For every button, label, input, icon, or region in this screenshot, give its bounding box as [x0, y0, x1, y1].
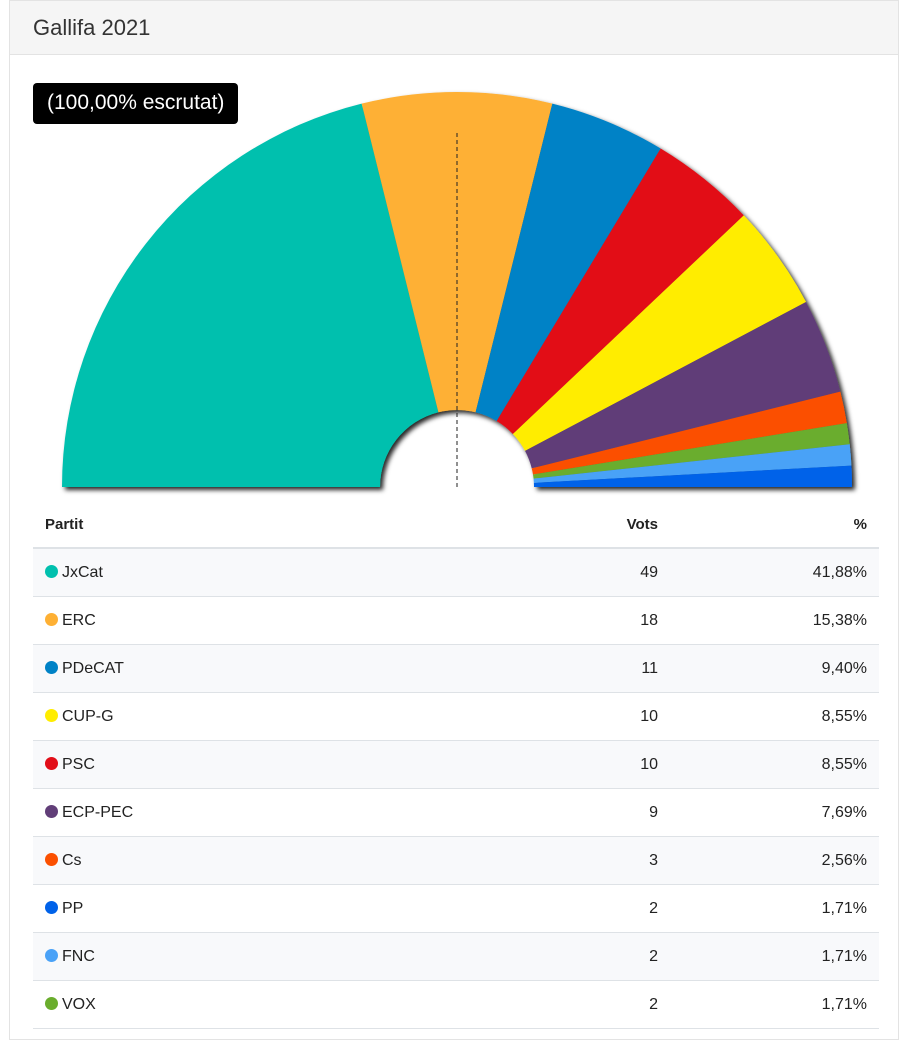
party-cell: PP: [33, 884, 446, 933]
party-name: JxCat: [62, 563, 103, 581]
party-color-dot: [45, 612, 58, 626]
party-name: ERC: [62, 611, 96, 629]
hemicycle-chart: (100,00% escrutat): [10, 55, 900, 505]
results-body: JxCat 49 41,88% ERC 18 15,38% PDeCAT 11 9,40% CUP…: [33, 548, 879, 1029]
slices-group: [62, 92, 852, 487]
table-header-row: Partit Vots %: [33, 501, 879, 549]
party-color-dot: [45, 756, 58, 770]
party-color-dot: [45, 996, 58, 1010]
results-panel: Gallifa 2021 (100,00% escrutat) Partit V…: [9, 0, 899, 1040]
votes-cell: 10: [446, 740, 670, 789]
slice-vox[interactable]: [532, 423, 850, 479]
header-party: Partit: [33, 501, 446, 549]
party-cell: JxCat: [33, 548, 446, 597]
votes-cell: 3: [446, 836, 670, 885]
votes-cell: 10: [446, 692, 670, 741]
votes-cell: 2: [446, 932, 670, 981]
party-cell: PDeCAT: [33, 644, 446, 693]
votes-cell: 49: [446, 548, 670, 597]
table-row: VOX 2 1,71%: [33, 980, 879, 1029]
votes-cell: 2: [446, 884, 670, 933]
party-name: CUP-G: [62, 707, 114, 725]
party-name: Cs: [62, 851, 82, 869]
header-votes: Vots: [446, 501, 670, 549]
party-cell: FNC: [33, 932, 446, 981]
panel-header: Gallifa 2021: [10, 1, 898, 55]
percent-cell: 1,71%: [670, 884, 879, 933]
slice-pdecat[interactable]: [475, 103, 661, 422]
votes-cell: 18: [446, 596, 670, 645]
slice-pp[interactable]: [533, 465, 852, 487]
table-row: PSC 10 8,55%: [33, 740, 879, 789]
party-color-dot: [45, 948, 58, 962]
table-row: PP 2 1,71%: [33, 884, 879, 933]
party-cell: ERC: [33, 596, 446, 645]
party-color-dot: [45, 852, 58, 866]
party-color-dot: [45, 708, 58, 722]
party-color-dot: [45, 804, 58, 818]
table-row: JxCat 49 41,88%: [33, 548, 879, 597]
votes-cell: 2: [446, 980, 670, 1029]
slice-fnc[interactable]: [533, 444, 852, 483]
party-color-dot: [45, 900, 58, 914]
party-color-dot: [45, 564, 58, 578]
party-name: ECP-PEC: [62, 803, 134, 821]
table-row: Cs 3 2,56%: [33, 836, 879, 885]
header-percent: %: [670, 501, 879, 549]
table-row: ECP-PEC 9 7,69%: [33, 788, 879, 837]
slice-jxcat[interactable]: [62, 103, 439, 487]
party-cell: Cs: [33, 836, 446, 885]
party-name: VOX: [62, 995, 96, 1013]
percent-cell: 1,71%: [670, 980, 879, 1029]
party-cell: PSC: [33, 740, 446, 789]
table-row: PDeCAT 11 9,40%: [33, 644, 879, 693]
table-row: FNC 2 1,71%: [33, 932, 879, 981]
percent-cell: 9,40%: [670, 644, 879, 693]
hemicycle-svg: [62, 92, 852, 487]
percent-cell: 15,38%: [670, 596, 879, 645]
percent-cell: 7,69%: [670, 788, 879, 837]
party-name: PDeCAT: [62, 659, 124, 677]
percent-cell: 1,71%: [670, 932, 879, 981]
votes-cell: 11: [446, 644, 670, 693]
percent-cell: 8,55%: [670, 740, 879, 789]
slice-cs[interactable]: [531, 391, 847, 475]
results-table: Partit Vots % JxCat 49 41,88% ERC 18 15,38% PD…: [33, 501, 879, 1029]
party-cell: CUP-G: [33, 692, 446, 741]
party-name: FNC: [62, 947, 95, 965]
slice-cup-g[interactable]: [512, 215, 806, 451]
counted-badge: (100,00% escrutat): [33, 83, 239, 124]
party-cell: VOX: [33, 980, 446, 1029]
party-name: PSC: [62, 755, 95, 773]
slice-ecp-pec[interactable]: [525, 301, 841, 469]
slice-psc[interactable]: [496, 148, 744, 435]
panel-title: Gallifa 2021: [33, 14, 151, 40]
votes-cell: 9: [446, 788, 670, 837]
percent-cell: 8,55%: [670, 692, 879, 741]
table-row: CUP-G 10 8,55%: [33, 692, 879, 741]
percent-cell: 41,88%: [670, 548, 879, 597]
table-row: ERC 18 15,38%: [33, 596, 879, 645]
percent-cell: 2,56%: [670, 836, 879, 885]
party-color-dot: [45, 660, 58, 674]
party-name: PP: [62, 899, 84, 917]
party-cell: ECP-PEC: [33, 788, 446, 837]
